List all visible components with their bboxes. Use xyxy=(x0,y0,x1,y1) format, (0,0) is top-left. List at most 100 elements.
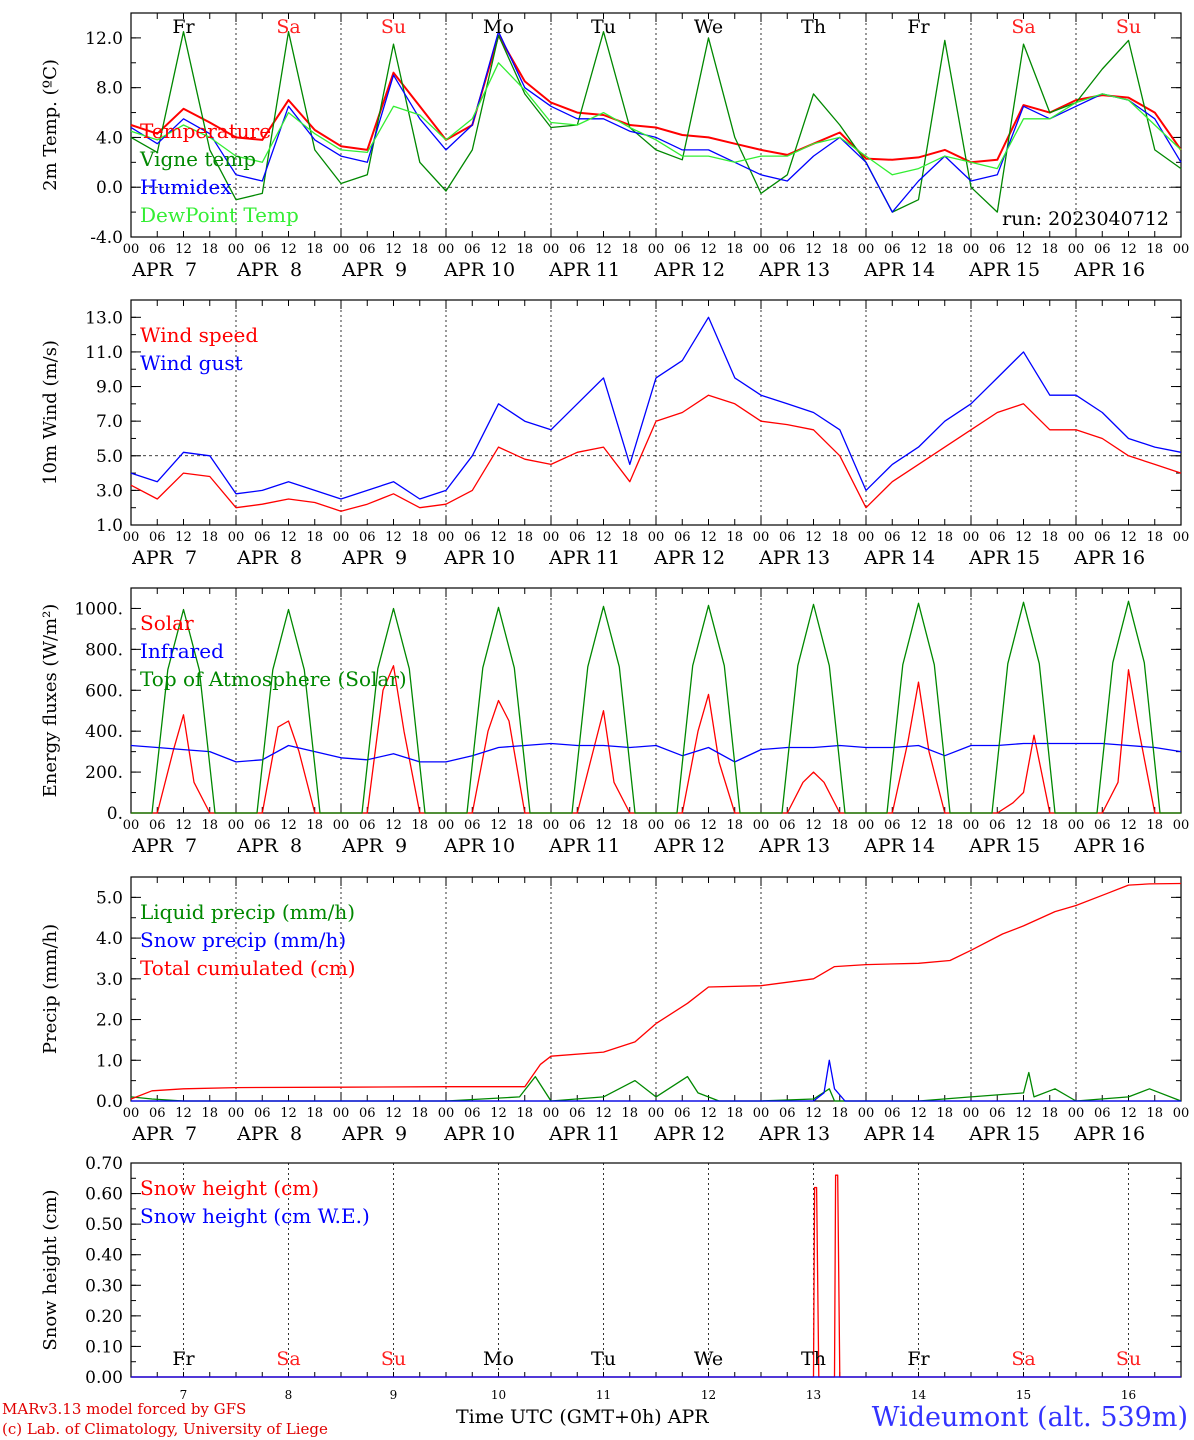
date-label: APR 16 xyxy=(1073,1123,1145,1145)
y-tick-label: 0.0 xyxy=(96,178,123,198)
time-axis-title: Time UTC (GMT+0h) xyxy=(456,1406,662,1428)
day-name-label: Tu xyxy=(591,1348,616,1370)
y-tick-label: 13.0 xyxy=(85,308,123,328)
hour-tick-label: 12 xyxy=(175,242,192,257)
y-tick-label: 1.0 xyxy=(96,516,123,536)
day-name-label: Th xyxy=(801,1348,826,1370)
hour-tick-label: 06 xyxy=(779,242,796,257)
date-label: APR 12 xyxy=(653,259,725,281)
hour-tick-label: 00 xyxy=(648,242,665,257)
day-number-label: 9 xyxy=(390,1388,398,1402)
hour-tick-label: 00 xyxy=(648,530,665,545)
hour-tick-label: 12 xyxy=(280,1106,297,1121)
date-label: APR 13 xyxy=(758,1123,830,1145)
hour-tick-label: 00 xyxy=(858,1106,875,1121)
hour-tick-label: 06 xyxy=(989,530,1006,545)
hour-tick-label: 12 xyxy=(1120,818,1137,833)
day-name-label: Sa xyxy=(1011,16,1035,38)
hour-tick-label: 12 xyxy=(805,818,822,833)
date-label: APR 16 xyxy=(1073,259,1145,281)
hour-tick-label: 18 xyxy=(1146,530,1163,545)
hour-tick-label: 12 xyxy=(280,818,297,833)
hour-tick-label: 12 xyxy=(385,1106,402,1121)
hour-tick-label: 06 xyxy=(989,818,1006,833)
y-tick-label: 8.0 xyxy=(96,79,123,99)
hour-tick-label: 18 xyxy=(411,1106,428,1121)
y-tick-label: 0.10 xyxy=(85,1337,123,1357)
hour-tick-label: 00 xyxy=(858,530,875,545)
hour-tick-label: 12 xyxy=(175,530,192,545)
y-axis-label: Energy fluxes (W/m²) xyxy=(40,604,61,798)
hour-tick-label: 00 xyxy=(858,242,875,257)
date-label: APR 10 xyxy=(443,835,515,857)
y-tick-label: 2.0 xyxy=(96,1011,123,1031)
hour-tick-label: 00 xyxy=(543,530,560,545)
hour-tick-label: 12 xyxy=(490,242,507,257)
day-name-label: Su xyxy=(1116,1348,1141,1370)
date-label: APR 14 xyxy=(863,1123,935,1145)
series-line-total-cumulated-cm- xyxy=(130,882,1182,1100)
run-annotation: run: 2023040712 xyxy=(1002,208,1169,230)
hour-tick-label: 18 xyxy=(621,242,638,257)
legend-label: Top of Atmosphere (Solar) xyxy=(140,667,407,691)
hour-tick-label: 18 xyxy=(831,1106,848,1121)
legend-label: Snow precip (mm/h) xyxy=(140,928,346,952)
hour-tick-label: 18 xyxy=(201,242,218,257)
hour-tick-label: 12 xyxy=(700,530,717,545)
hour-tick-label: 06 xyxy=(149,242,166,257)
hour-tick-label: 06 xyxy=(359,818,376,833)
date-label: APR 14 xyxy=(863,259,935,281)
y-axis-label: 2m Temp. (ºC) xyxy=(40,59,61,191)
hour-tick-label: 00 xyxy=(543,242,560,257)
series-line-dewpoint-temp xyxy=(130,62,1182,176)
y-tick-label: 12.0 xyxy=(85,29,123,49)
hour-tick-label: 06 xyxy=(464,242,481,257)
legend-label: Wind speed xyxy=(140,323,258,347)
hour-tick-label: 18 xyxy=(1041,242,1058,257)
y-axis-label: 10m Wind (m/s) xyxy=(40,340,61,485)
hour-tick-label: 06 xyxy=(674,1106,691,1121)
hour-tick-label: 06 xyxy=(884,242,901,257)
date-label: APR 9 xyxy=(341,547,407,569)
hour-tick-label: 06 xyxy=(1094,530,1111,545)
hour-tick-label: 12 xyxy=(805,530,822,545)
hour-tick-label: 00 xyxy=(333,1106,350,1121)
hour-tick-label: 06 xyxy=(779,1106,796,1121)
hour-tick-label: 06 xyxy=(884,530,901,545)
hour-tick-label: 00 xyxy=(228,242,245,257)
hour-tick-label: 18 xyxy=(621,818,638,833)
hour-tick-label: 18 xyxy=(831,818,848,833)
day-name-label: Sa xyxy=(276,1348,300,1370)
hour-tick-label: 00 xyxy=(963,818,980,833)
hour-tick-label: 00 xyxy=(123,530,140,545)
date-label: APR 12 xyxy=(653,835,725,857)
hour-tick-label: 00 xyxy=(123,818,140,833)
hour-tick-label: 00 xyxy=(1173,530,1190,545)
date-label: APR 11 xyxy=(548,835,620,857)
hour-tick-label: 06 xyxy=(359,530,376,545)
day-name-label: Su xyxy=(381,16,406,38)
hour-tick-label: 12 xyxy=(385,530,402,545)
y-tick-label: 3.0 xyxy=(96,970,123,990)
hour-tick-label: 00 xyxy=(438,1106,455,1121)
hour-tick-label: 18 xyxy=(726,818,743,833)
hour-tick-label: 06 xyxy=(1094,818,1111,833)
hour-tick-label: 06 xyxy=(464,818,481,833)
hour-tick-label: 00 xyxy=(1068,530,1085,545)
chart-panel-2: 00 06 12 18 00 06 12 18 00 06 12 18 00 06 12 18 00 06 12 18… xyxy=(40,299,1190,569)
hour-tick-label: 06 xyxy=(149,1106,166,1121)
legend-label: Snow height (cm W.E.) xyxy=(140,1204,370,1228)
hour-tick-label: 00 xyxy=(1173,1106,1190,1121)
credit-line-1: MARv3.13 model forced by GFS xyxy=(2,1400,247,1418)
hour-tick-label: 18 xyxy=(306,1106,323,1121)
hour-tick-label: 00 xyxy=(1173,242,1190,257)
date-label: APR 9 xyxy=(341,1123,407,1145)
hour-tick-label: 12 xyxy=(1120,530,1137,545)
date-label: APR 16 xyxy=(1073,547,1145,569)
hour-tick-label: 06 xyxy=(1094,242,1111,257)
date-label: APR 7 xyxy=(131,547,197,569)
hour-tick-label: 18 xyxy=(411,242,428,257)
y-tick-label: 4.0 xyxy=(96,128,123,148)
date-label: APR 11 xyxy=(548,1123,620,1145)
hour-tick-label: 00 xyxy=(1173,818,1190,833)
